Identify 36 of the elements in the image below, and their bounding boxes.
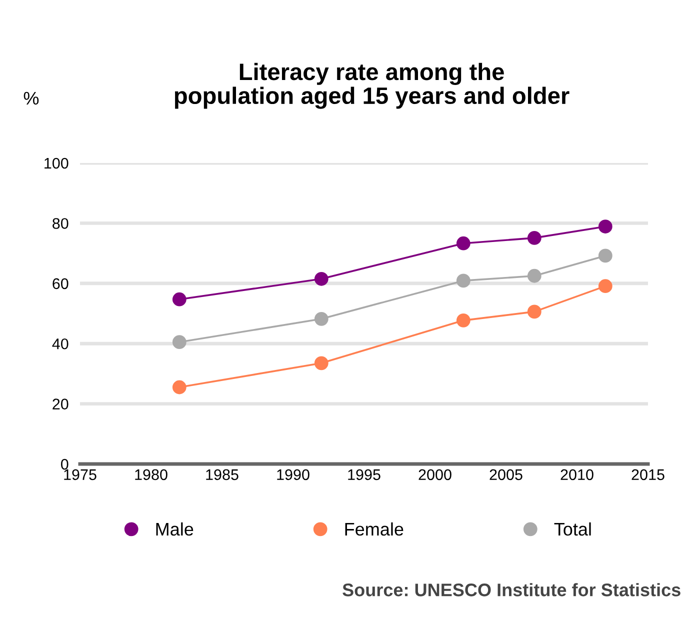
point [172,335,186,350]
x-tick-label: 1990 [277,469,310,480]
point [172,380,186,394]
y-tick-label: 0 [60,458,68,470]
x-tick-label: 2015 [632,469,664,480]
y-tick-label: 60 [52,278,68,290]
legend-label: Male [156,522,194,536]
point [172,292,186,306]
point [527,268,542,283]
y-axis-title: % [24,92,39,105]
source-note: Source: UNESCO Institute for Statistics [342,583,680,596]
x-tick-label: 2010 [560,469,594,480]
point [527,304,542,319]
x-tick-label: 1975 [64,469,96,480]
point [456,236,470,250]
point [314,272,328,286]
point [456,313,470,328]
point [527,231,542,245]
y-tick-label: 20 [52,398,68,410]
legend-label: Female [345,522,404,536]
y-tick-label: 40 [52,338,68,350]
point [456,274,470,288]
x-tick-label: 2000 [418,469,452,480]
y-tick-label: 100 [44,158,68,169]
point [598,220,612,234]
point [314,312,328,326]
point [598,279,612,294]
x-tick-label: 1985 [206,469,238,480]
point [598,248,612,263]
point [314,356,328,370]
x-tick-label: 1995 [348,469,380,480]
chart-title: Literacy rate among the population aged 15 years and older [174,62,570,109]
legend-label: Total [554,522,591,536]
x-tick-label: 2005 [490,469,522,480]
x-tick-label: 1980 [135,469,168,480]
y-tick-label: 80 [52,218,68,229]
